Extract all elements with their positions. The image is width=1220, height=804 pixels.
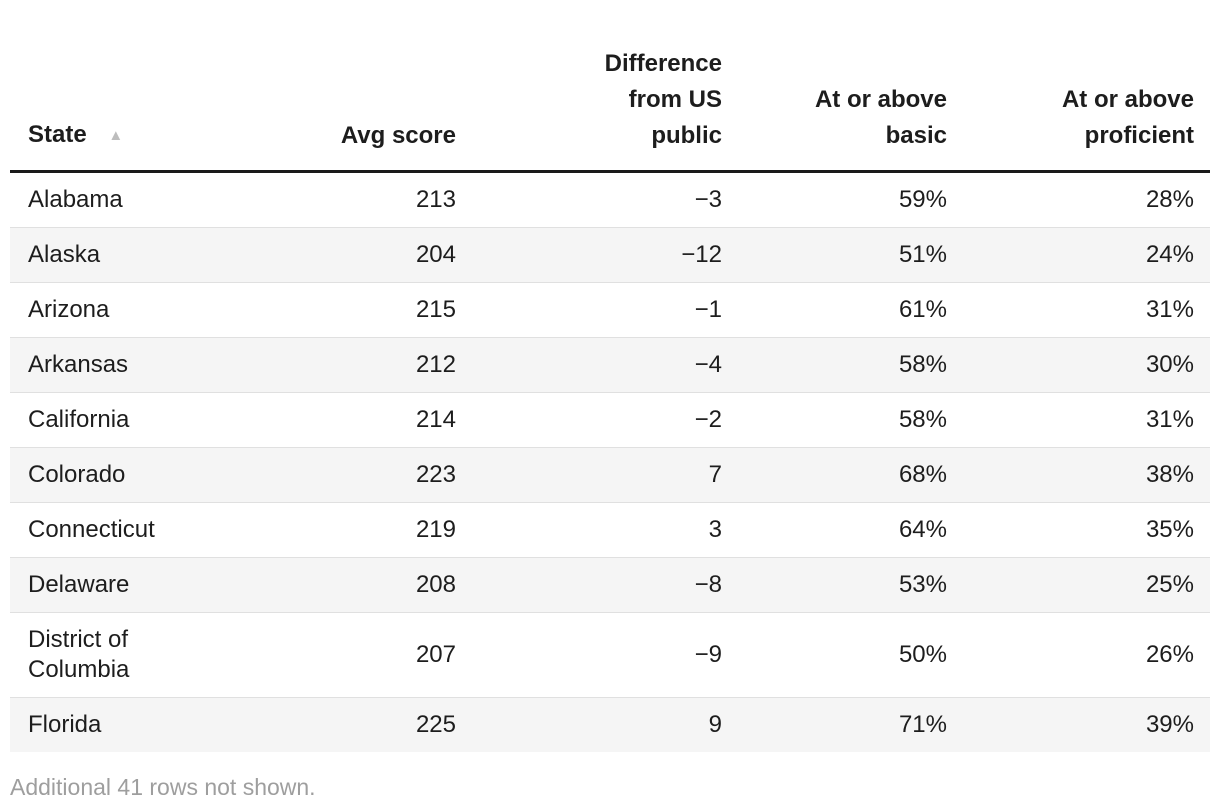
state-cell: Florida <box>10 697 230 752</box>
state-cell: Colorado <box>10 447 230 503</box>
avg-score-cell: 212 <box>230 337 472 393</box>
basic-cell: 59% <box>898 186 947 213</box>
table-row-alaska: Alaska 204 −12 51% 24% <box>10 227 1210 283</box>
proficient-cell: 38% <box>963 447 1210 503</box>
difference-cell: −4 <box>472 337 738 393</box>
table-row-colorado: Colorado 223 7 68% 38% <box>10 447 1210 503</box>
table-row-connecticut: Connecticut 219 3 64% 35% <box>10 502 1210 558</box>
proficient-cell: 31% <box>963 392 1210 448</box>
avg-score-cell: 204 <box>230 227 472 283</box>
state-cell: Arizona <box>10 282 230 338</box>
difference-cell: −12 <box>472 227 738 283</box>
state-cell: Arkansas <box>10 337 230 393</box>
column-header-state[interactable]: State ▲ <box>10 30 230 173</box>
table-row-alabama: Alabama 213 −3 59% 28% <box>10 172 1210 228</box>
difference-cell: −3 <box>694 186 722 213</box>
basic-cell: 51% <box>738 227 963 283</box>
state-cell: Alabama <box>28 186 123 213</box>
avg-score-cell: 215 <box>230 282 472 338</box>
avg-score-cell: 207 <box>230 612 472 698</box>
table-row-delaware: Delaware 208 −8 53% 25% <box>10 557 1210 613</box>
column-header-basic[interactable]: At or above basic <box>738 30 963 173</box>
basic-cell: 61% <box>738 282 963 338</box>
truncation-note: Additional 41 rows not shown. <box>10 774 316 800</box>
column-header-difference-label: Difference from US public <box>604 50 722 149</box>
basic-cell: 58% <box>738 392 963 448</box>
proficient-cell: 30% <box>963 337 1210 393</box>
avg-score-cell: 213 <box>415 186 456 213</box>
proficient-cell: 39% <box>963 697 1210 752</box>
column-header-basic-label: At or above basic <box>814 86 947 149</box>
avg-score-cell: 219 <box>230 502 472 558</box>
state-cell: District of Columbia <box>10 612 230 698</box>
table-row-arkansas: Arkansas 212 −4 58% 30% <box>10 337 1210 393</box>
difference-cell: −1 <box>472 282 738 338</box>
state-cell: California <box>10 392 230 448</box>
sort-ascending-icon: ▲ <box>108 127 124 144</box>
column-header-difference[interactable]: Difference from US public <box>472 30 738 173</box>
avg-score-cell: 223 <box>230 447 472 503</box>
basic-cell: 64% <box>738 502 963 558</box>
difference-cell: −9 <box>472 612 738 698</box>
state-cell: Connecticut <box>10 502 230 558</box>
difference-cell: −2 <box>472 392 738 448</box>
avg-score-cell: 225 <box>230 697 472 752</box>
difference-cell: 7 <box>472 447 738 503</box>
table-row-california: California 214 −2 58% 31% <box>10 392 1210 448</box>
proficient-cell: 25% <box>963 557 1210 613</box>
basic-cell: 71% <box>738 697 963 752</box>
table-row-arizona: Arizona 215 −1 61% 31% <box>10 282 1210 338</box>
column-header-avg-score-label: Avg score <box>340 122 456 149</box>
difference-cell: 9 <box>472 697 738 752</box>
basic-cell: 58% <box>738 337 963 393</box>
basic-cell: 68% <box>738 447 963 503</box>
proficient-cell: 35% <box>963 502 1210 558</box>
state-scores-table: State ▲ Avg score Difference from US pub… <box>10 30 1210 752</box>
table-header-row: State ▲ Avg score Difference from US pub… <box>10 30 1210 173</box>
proficient-cell: 31% <box>963 282 1210 338</box>
column-header-state-label: State <box>28 121 87 148</box>
column-header-avg-score[interactable]: Avg score <box>230 30 472 173</box>
column-header-proficient[interactable]: At or above proficient <box>963 30 1210 173</box>
difference-cell: 3 <box>472 502 738 558</box>
state-cell: Delaware <box>10 557 230 613</box>
difference-cell: −8 <box>472 557 738 613</box>
basic-cell: 53% <box>738 557 963 613</box>
proficient-cell: 24% <box>963 227 1210 283</box>
state-cell: Alaska <box>10 227 230 283</box>
basic-cell: 50% <box>738 612 963 698</box>
avg-score-cell: 214 <box>230 392 472 448</box>
proficient-cell: 26% <box>963 612 1210 698</box>
avg-score-cell: 208 <box>230 557 472 613</box>
proficient-cell: 28% <box>1145 186 1194 213</box>
table-row-florida: Florida 225 9 71% 39% <box>10 697 1210 752</box>
table-row-district-of-columbia: District of Columbia 207 −9 50% 26% <box>10 612 1210 698</box>
column-header-proficient-label: At or above proficient <box>1061 86 1194 149</box>
